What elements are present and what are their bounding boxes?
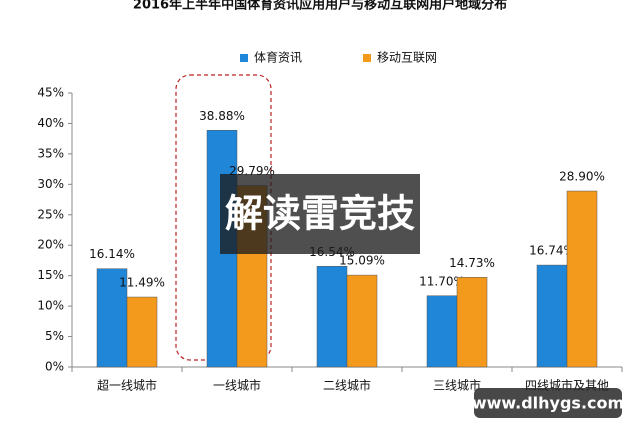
plot: 0% 5% 10% 15% 20% 25% 30% 35% 40% 45% 16.14% 38.88%… [37, 86, 623, 393]
y-tick-label: 40% [37, 116, 64, 130]
bar [346, 274, 378, 368]
legend: 体育资讯 移动互联网 [240, 50, 437, 65]
bar [316, 266, 348, 368]
value-label: 14.73% [449, 256, 495, 270]
y-tick-label: 45% [37, 86, 64, 100]
bar [566, 190, 598, 368]
overlay-banner [220, 174, 420, 254]
legend-label: 体育资讯 [254, 50, 302, 65]
x-tick-label: 超一线城市 [97, 378, 157, 393]
watermark-box [474, 388, 622, 418]
y-tick-label: 20% [37, 238, 64, 252]
y-tick-label: 10% [37, 299, 64, 313]
bar [96, 268, 128, 368]
x-tick-label: 一线城市 [213, 378, 261, 393]
legend-swatch [363, 54, 371, 62]
y-tick-label: 25% [37, 207, 64, 221]
value-label: 15.09% [339, 254, 385, 268]
bar [126, 296, 158, 368]
bar [536, 264, 568, 368]
value-label: 16.74% [529, 244, 575, 258]
value-label: 11.70% [419, 274, 465, 288]
x-tick-label: 三线城市 [433, 378, 481, 393]
value-label: 16.14% [89, 247, 135, 261]
x-tick-label: 二线城市 [323, 378, 371, 393]
y-tick-label: 5% [45, 329, 64, 343]
bar [456, 277, 488, 368]
value-label: 38.88% [199, 109, 245, 123]
legend-swatch [240, 54, 248, 62]
y-tick-label: 15% [37, 268, 64, 282]
site-watermark: www.dlhygs.com [472, 394, 624, 413]
y-tick-label: 30% [37, 177, 64, 191]
chart-title: 2016年上半年中国体育资讯应用用户与移动互联网用户地域分布 [133, 0, 507, 13]
legend-label: 移动互联网 [377, 51, 437, 65]
overlay-text: 解读雷竞技 [225, 192, 415, 236]
value-label: 28.90% [559, 170, 605, 184]
value-label: 11.49% [119, 276, 165, 290]
y-tick-label: 35% [37, 146, 64, 160]
bar [426, 295, 458, 368]
y-tick-label: 0% [45, 360, 64, 374]
